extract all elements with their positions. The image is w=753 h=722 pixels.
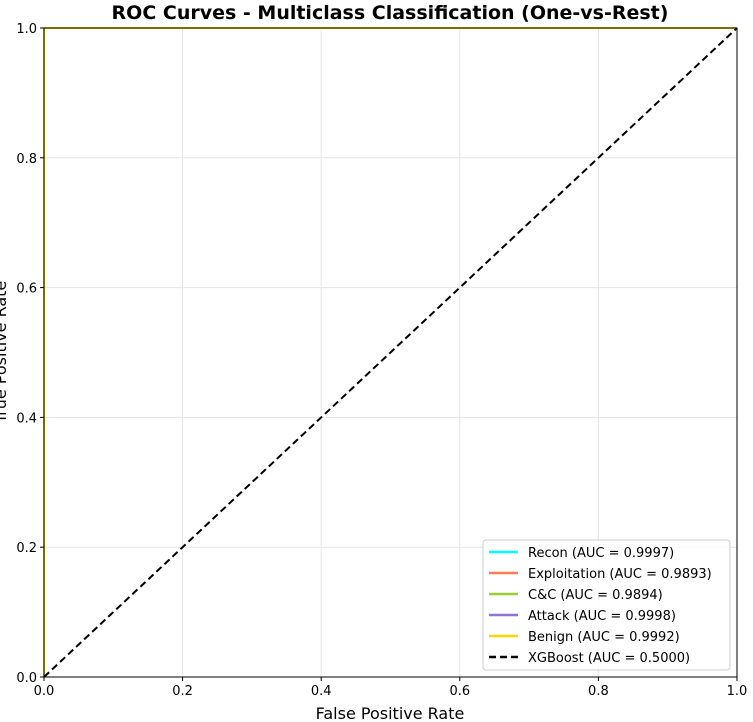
legend-label-2: C&C (AUC = 0.9894) [528,588,663,603]
series-line-5 [43,27,738,678]
x-tick-label: 0.6 [449,684,470,699]
y-tick-label: 0.4 [16,411,37,426]
y-tick-label: 0.0 [16,671,37,686]
y-tick-label: 0.6 [16,282,37,297]
legend: Recon (AUC = 0.9997) Exploitation (AUC = … [482,539,731,671]
x-tick-label: 0.2 [172,684,193,699]
x-tick-label: 0.8 [588,684,609,699]
y-tick-label: 0.8 [16,152,37,167]
legend-label-5: XGBoost (AUC = 0.5000) [528,651,690,666]
chart-title: ROC Curves - Multiclass Classification (… [112,2,669,24]
legend-label-1: Exploitation (AUC = 0.9893) [528,567,712,582]
x-tick-label: 0.0 [34,684,55,699]
x-tick-label: 0.4 [311,684,332,699]
plot-frame [43,27,738,678]
legend-box [482,539,731,671]
x-axis-label: False Positive Rate [316,704,465,722]
y-axis-label: True Positive Rate [0,281,10,425]
x-axis-ticks: 0.0 0.2 0.4 0.6 0.8 1.0 [34,677,748,699]
x-tick-label: 1.0 [727,684,748,699]
y-tick-label: 1.0 [16,22,37,37]
y-tick-label: 0.2 [16,541,37,556]
legend-label-0: Recon (AUC = 0.9997) [528,546,674,561]
y-axis-ticks: 0.0 0.2 0.4 0.6 0.8 1.0 [16,22,44,686]
legend-label-3: Attack (AUC = 0.9998) [528,609,676,624]
legend-label-4: Benign (AUC = 0.9992) [528,630,680,645]
